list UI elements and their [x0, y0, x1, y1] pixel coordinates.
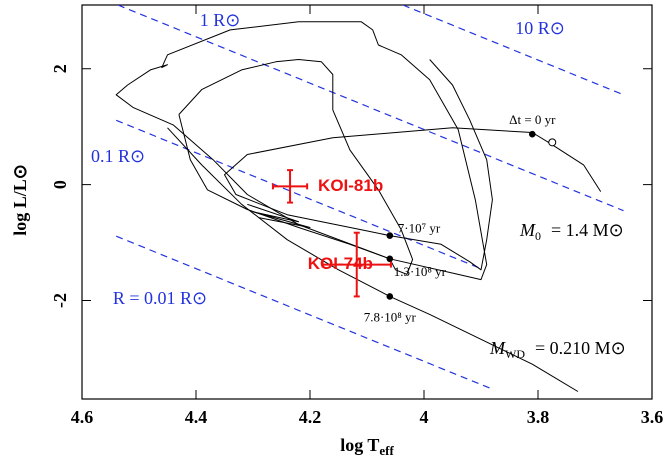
- y-tick-label: 0: [50, 180, 70, 189]
- x-tick-label: 3.6: [641, 407, 664, 427]
- x-axis-label-sub: eff: [379, 443, 394, 458]
- x-tick-label: 4.2: [299, 407, 322, 427]
- radius-label: 0.1 R⊙: [91, 146, 145, 166]
- radius-label: 1 R⊙: [200, 10, 241, 30]
- track: [115, 21, 488, 281]
- annotation: MWD = 0.210 M⊙: [489, 338, 626, 361]
- point-label: KOI-81b: [318, 176, 383, 195]
- radius-label: 10 R⊙: [515, 18, 565, 38]
- radius-line: [115, 235, 493, 390]
- marker-label: Δt = 0 yr: [509, 112, 556, 127]
- track: [224, 59, 602, 271]
- annotation-main: M: [519, 220, 536, 240]
- track: [178, 59, 414, 275]
- annotation-rest: = 1.4 M⊙: [551, 220, 624, 240]
- x-axis-label-main: log T: [340, 435, 379, 455]
- marker-label: 7·10⁷ yr: [398, 221, 441, 236]
- marker-label: 1.3·10⁸ yr: [394, 264, 447, 279]
- radius-label: R = 0.01 R⊙: [113, 288, 207, 308]
- track-marker: [529, 130, 536, 138]
- radius-line: [115, 119, 482, 270]
- annotation-sub: 0: [535, 229, 541, 243]
- plot-frame: [81, 4, 653, 400]
- radius-line: [402, 5, 624, 96]
- track-marker: [386, 255, 394, 263]
- annotation-main: M: [489, 338, 506, 358]
- marker-label: 7.8·10⁸ yr: [364, 309, 417, 324]
- radius-line: [117, 5, 624, 212]
- x-tick-label: 4.4: [185, 407, 208, 427]
- track-marker: [386, 232, 394, 239]
- x-axis-label: log Teff: [340, 435, 394, 458]
- annotation-sub: WD: [505, 347, 525, 361]
- y-tick-label: 2: [50, 64, 70, 73]
- x-tick-label: 4.6: [71, 407, 94, 427]
- track-marker: [548, 138, 557, 147]
- x-tick-label: 4: [420, 407, 429, 427]
- track: [167, 127, 579, 392]
- point-label: KOI-74b: [308, 254, 373, 273]
- annotation-rest: = 0.210 M⊙: [535, 338, 626, 358]
- y-axis-label: log L/L⊙: [10, 164, 30, 236]
- annotation: M0 = 1.4 M⊙: [519, 220, 624, 243]
- x-tick-label: 3.8: [527, 407, 550, 427]
- track-marker: [386, 293, 394, 300]
- y-tick-label: -2: [50, 293, 70, 308]
- track: [247, 203, 311, 228]
